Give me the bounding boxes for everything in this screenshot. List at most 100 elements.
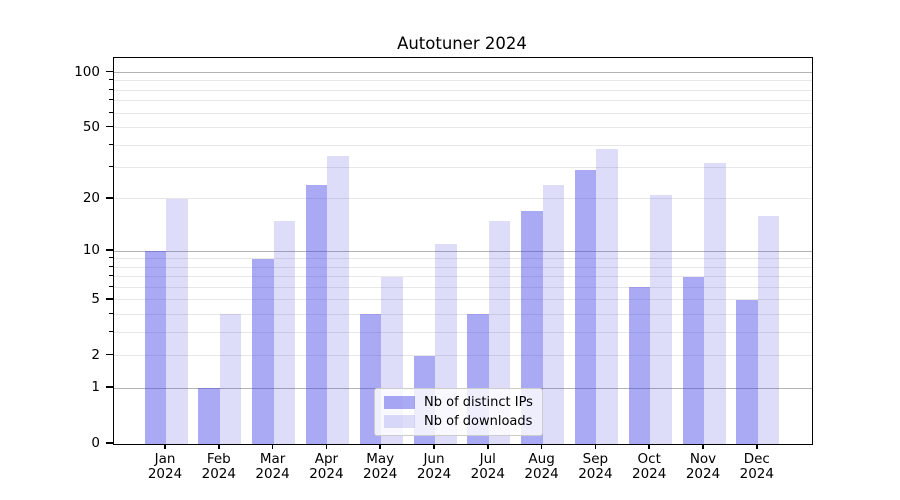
x-tick-mark-nov bbox=[702, 444, 704, 449]
x-tick-year-mar: 2024 bbox=[255, 466, 290, 482]
y-tick-label-2: 2 bbox=[91, 346, 100, 363]
bar-nb-of-downloads-nov bbox=[704, 162, 726, 444]
x-tick-label-jul: Jul 2024 bbox=[458, 452, 518, 482]
x-tick-label-oct: Oct 2024 bbox=[619, 452, 679, 482]
bar-nb-of-downloads-jan bbox=[166, 198, 188, 444]
x-tick-month-jul: Jul bbox=[479, 451, 496, 467]
gridline-major-100 bbox=[114, 72, 812, 74]
bar-nb-of-distinct-ips-dec bbox=[736, 299, 758, 444]
x-tick-year-aug: 2024 bbox=[524, 466, 559, 482]
y-minor-tick-mark-40 bbox=[109, 143, 113, 145]
gridline-minor-90 bbox=[114, 80, 812, 82]
x-tick-month-jun: Jun bbox=[423, 451, 445, 467]
bar-nb-of-downloads-apr bbox=[327, 155, 349, 444]
gridline-minor-20 bbox=[114, 198, 812, 200]
y-tick-label-20: 20 bbox=[82, 189, 100, 206]
legend-swatch-nb-of-distinct-ips bbox=[384, 396, 415, 409]
x-tick-mark-jun bbox=[433, 444, 435, 449]
gridline-minor-3 bbox=[114, 331, 812, 333]
bar-nb-of-downloads-oct bbox=[650, 195, 672, 444]
bar-nb-of-distinct-ips-aug bbox=[521, 211, 543, 444]
legend-label-nb-of-distinct-ips: Nb of distinct IPs bbox=[424, 395, 533, 410]
x-tick-label-feb: Feb 2024 bbox=[189, 452, 249, 482]
x-tick-year-jul: 2024 bbox=[470, 466, 505, 482]
gridline-major-10 bbox=[114, 250, 812, 252]
x-tick-mark-aug bbox=[540, 444, 543, 449]
y-minor-tick-mark-20 bbox=[109, 197, 113, 199]
gridline-minor-80 bbox=[114, 89, 812, 91]
x-tick-mark-mar bbox=[271, 444, 274, 449]
x-tick-label-aug: Aug 2024 bbox=[512, 452, 572, 482]
y-minor-tick-mark-90 bbox=[109, 79, 113, 81]
x-tick-year-apr: 2024 bbox=[309, 466, 344, 482]
bar-nb-of-distinct-ips-mar bbox=[252, 258, 274, 444]
x-tick-year-feb: 2024 bbox=[201, 466, 236, 482]
y-minor-tick-mark-4 bbox=[109, 312, 113, 314]
gridline-minor-5 bbox=[114, 299, 812, 301]
y-minor-tick-mark-60 bbox=[109, 111, 113, 113]
x-tick-label-jun: Jun 2024 bbox=[404, 452, 464, 482]
y-tick-label-5: 5 bbox=[91, 290, 100, 307]
x-tick-month-aug: Aug bbox=[528, 451, 555, 467]
y-tick-label-10: 10 bbox=[82, 242, 100, 258]
y-tick-mark-100 bbox=[106, 70, 113, 73]
x-tick-label-jan: Jan 2024 bbox=[135, 452, 195, 482]
x-tick-label-dec: Dec 2024 bbox=[727, 452, 787, 482]
x-tick-mark-oct bbox=[648, 444, 650, 449]
x-tick-year-sep: 2024 bbox=[578, 466, 613, 482]
x-tick-label-may: May 2024 bbox=[350, 452, 410, 482]
x-tick-mark-apr bbox=[325, 444, 328, 449]
bar-nb-of-downloads-mar bbox=[273, 220, 296, 444]
x-tick-mark-may bbox=[379, 444, 381, 449]
x-tick-mark-jan bbox=[164, 444, 166, 449]
x-tick-month-feb: Feb bbox=[206, 451, 231, 467]
y-minor-tick-mark-9 bbox=[109, 257, 113, 259]
y-minor-tick-mark-6 bbox=[109, 285, 113, 287]
legend-row-nb-of-distinct-ips: Nb of distinct IPs bbox=[384, 395, 533, 410]
x-tick-month-mar: Mar bbox=[259, 451, 286, 467]
y-tick-mark-10 bbox=[106, 249, 113, 251]
bar-nb-of-distinct-ips-oct bbox=[628, 287, 651, 444]
gridline-minor-6 bbox=[114, 286, 812, 288]
y-minor-tick-mark-5 bbox=[109, 298, 113, 300]
x-tick-month-sep: Sep bbox=[582, 451, 609, 467]
x-tick-label-sep: Sep 2024 bbox=[565, 452, 625, 482]
bar-nb-of-downloads-sep bbox=[596, 149, 618, 444]
gridline-minor-50 bbox=[114, 127, 812, 129]
y-minor-tick-mark-30 bbox=[109, 166, 113, 168]
y-minor-tick-mark-70 bbox=[109, 99, 113, 101]
x-tick-month-oct: Oct bbox=[637, 451, 661, 467]
x-tick-month-nov: Nov bbox=[689, 451, 717, 467]
x-tick-month-may: May bbox=[366, 451, 395, 467]
gridline-minor-60 bbox=[114, 112, 812, 114]
y-minor-tick-mark-50 bbox=[109, 126, 113, 128]
x-tick-label-nov: Nov 2024 bbox=[673, 452, 733, 482]
gridline-minor-2 bbox=[114, 355, 812, 357]
x-tick-month-dec: Dec bbox=[743, 451, 770, 467]
bar-nb-of-distinct-ips-apr bbox=[305, 184, 328, 444]
bar-nb-of-downloads-feb bbox=[219, 314, 242, 444]
gridline-minor-30 bbox=[114, 167, 812, 169]
y-minor-tick-mark-2 bbox=[109, 354, 113, 356]
x-tick-mark-jul bbox=[487, 444, 489, 449]
y-tick-label-100: 100 bbox=[74, 63, 100, 80]
x-tick-year-jan: 2024 bbox=[147, 466, 183, 482]
bar-nb-of-distinct-ips-sep bbox=[574, 170, 597, 444]
gridline-minor-9 bbox=[114, 258, 812, 260]
x-tick-label-apr: Apr 2024 bbox=[296, 452, 356, 482]
x-tick-month-apr: Apr bbox=[314, 451, 339, 467]
bar-nb-of-distinct-ips-jan bbox=[144, 251, 166, 444]
y-minor-tick-mark-3 bbox=[109, 330, 113, 332]
x-tick-year-oct: 2024 bbox=[632, 466, 667, 482]
x-tick-mark-feb bbox=[218, 444, 220, 449]
gridline-minor-4 bbox=[114, 313, 812, 315]
x-tick-year-may: 2024 bbox=[363, 466, 398, 482]
legend-swatch-nb-of-downloads bbox=[384, 415, 415, 428]
y-tick-label-50: 50 bbox=[82, 118, 100, 135]
legend: Nb of distinct IPs Nb of downloads bbox=[374, 388, 543, 436]
chart-title: Autotuner 2024 bbox=[397, 34, 527, 53]
y-minor-tick-mark-80 bbox=[109, 88, 113, 90]
y-tick-mark-1 bbox=[106, 386, 113, 388]
y-tick-label-1: 1 bbox=[91, 379, 100, 396]
